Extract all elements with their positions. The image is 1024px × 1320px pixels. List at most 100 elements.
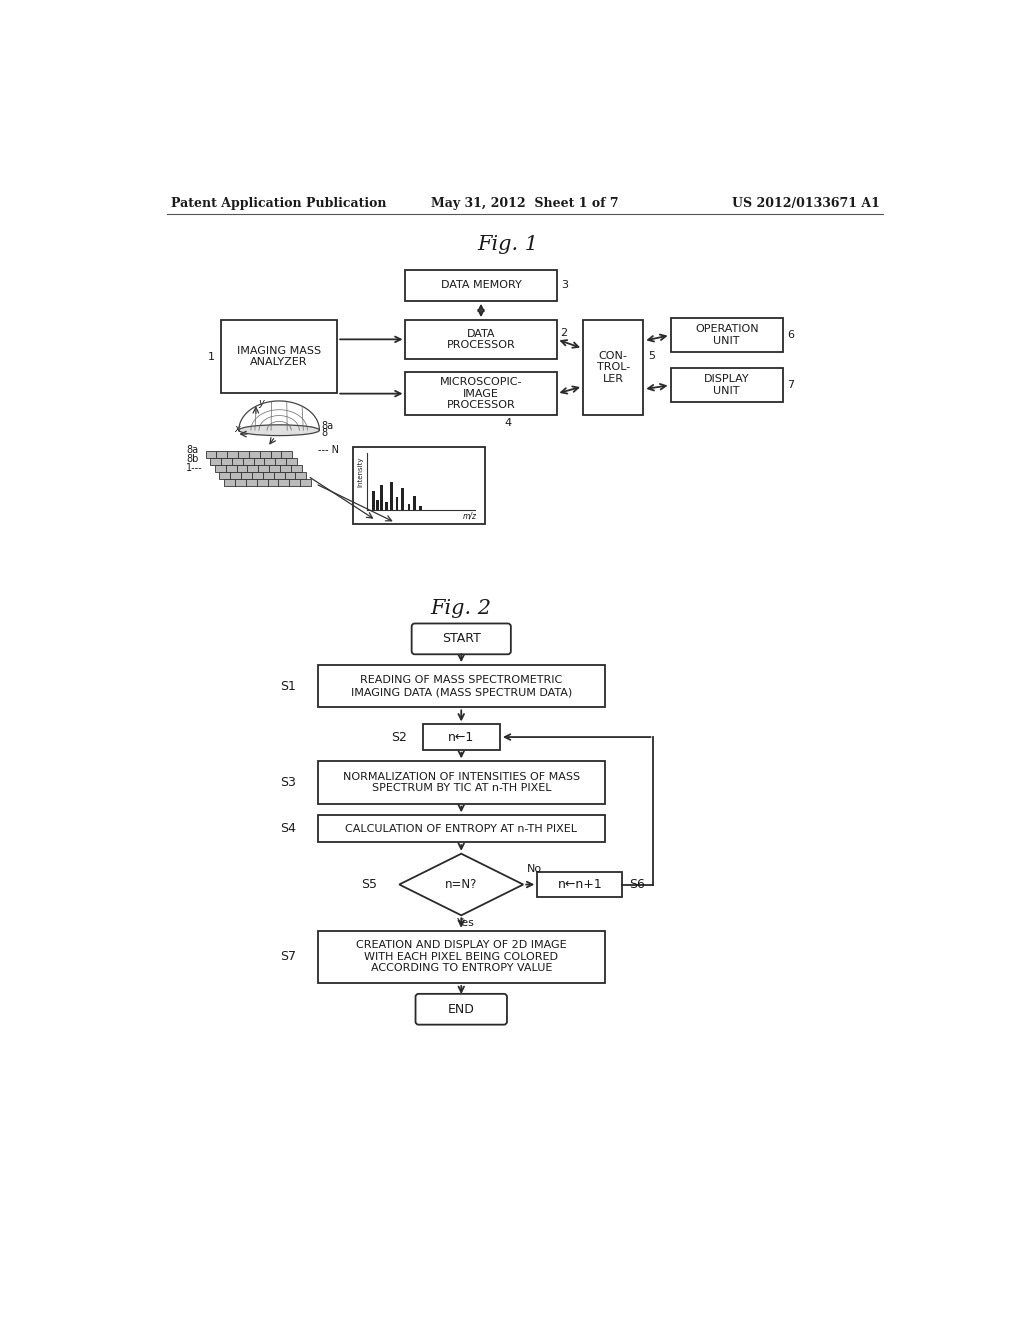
Polygon shape — [267, 479, 279, 486]
Text: 5: 5 — [648, 351, 655, 360]
Text: READING OF MASS SPECTROMETRIC
IMAGING DATA (MASS SPECTRUM DATA): READING OF MASS SPECTROMETRIC IMAGING DA… — [350, 676, 571, 697]
Polygon shape — [238, 451, 249, 458]
Polygon shape — [248, 465, 258, 471]
Text: DATA MEMORY: DATA MEMORY — [440, 280, 521, 290]
Text: --- N: --- N — [317, 445, 339, 455]
Polygon shape — [237, 465, 248, 471]
Bar — [395, 498, 398, 511]
Text: CON-
TROL-
LER: CON- TROL- LER — [597, 351, 630, 384]
Text: 1: 1 — [208, 351, 215, 362]
Bar — [376, 500, 379, 511]
Polygon shape — [210, 458, 221, 465]
Text: S6: S6 — [629, 878, 644, 891]
Polygon shape — [273, 471, 285, 479]
Text: CALCULATION OF ENTROPY AT n-TH PIXEL: CALCULATION OF ENTROPY AT n-TH PIXEL — [345, 824, 578, 834]
Polygon shape — [282, 451, 292, 458]
Polygon shape — [280, 465, 291, 471]
Text: 2: 2 — [560, 329, 567, 338]
Text: 8a: 8a — [186, 445, 199, 455]
Polygon shape — [219, 471, 230, 479]
Polygon shape — [295, 471, 306, 479]
Text: m/z: m/z — [463, 512, 477, 521]
Polygon shape — [260, 451, 270, 458]
Polygon shape — [224, 479, 234, 486]
Bar — [406, 372, 557, 414]
Ellipse shape — [239, 425, 319, 436]
Text: 4: 4 — [504, 417, 511, 428]
Bar — [408, 504, 411, 511]
Polygon shape — [275, 458, 286, 465]
Bar — [538, 871, 623, 898]
Bar — [390, 482, 393, 511]
Bar — [406, 321, 557, 359]
Bar — [317, 762, 604, 804]
Polygon shape — [286, 458, 297, 465]
Bar — [413, 495, 416, 511]
Text: 7: 7 — [787, 380, 795, 391]
Text: NORMALIZATION OF INTENSITIES OF MASS
SPECTRUM BY TIC AT n-TH PIXEL: NORMALIZATION OF INTENSITIES OF MASS SPE… — [343, 772, 580, 793]
Polygon shape — [215, 465, 225, 471]
Polygon shape — [258, 465, 269, 471]
Text: 8b: 8b — [186, 454, 199, 463]
Text: Fig. 1: Fig. 1 — [477, 235, 539, 255]
Text: START: START — [441, 632, 480, 645]
Bar — [671, 368, 783, 403]
Text: IMAGING MASS
ANALYZER: IMAGING MASS ANALYZER — [238, 346, 322, 367]
Polygon shape — [249, 451, 260, 458]
Bar — [352, 447, 484, 524]
Polygon shape — [241, 471, 252, 479]
Polygon shape — [279, 479, 289, 486]
Polygon shape — [230, 471, 241, 479]
Bar — [671, 318, 783, 352]
Text: 3: 3 — [561, 280, 568, 290]
Polygon shape — [270, 451, 282, 458]
Text: OPERATION
UNIT: OPERATION UNIT — [695, 325, 759, 346]
Text: n←n+1: n←n+1 — [557, 878, 602, 891]
Bar — [317, 816, 604, 842]
Polygon shape — [234, 479, 246, 486]
Polygon shape — [225, 465, 237, 471]
Text: 1---: 1--- — [186, 463, 203, 473]
Bar — [317, 931, 604, 983]
Bar — [372, 491, 375, 511]
Polygon shape — [263, 471, 273, 479]
Text: S5: S5 — [361, 878, 378, 891]
Text: n←1: n←1 — [449, 730, 474, 743]
Polygon shape — [269, 465, 280, 471]
Polygon shape — [254, 458, 264, 465]
Text: x: x — [234, 424, 240, 434]
Polygon shape — [257, 479, 267, 486]
Text: y: y — [258, 397, 264, 408]
Bar — [423, 725, 500, 750]
Bar — [380, 484, 383, 511]
Bar — [401, 488, 403, 511]
Polygon shape — [246, 479, 257, 486]
Text: Intensity: Intensity — [357, 457, 364, 487]
Polygon shape — [206, 451, 216, 458]
Text: S4: S4 — [281, 822, 296, 836]
Polygon shape — [291, 465, 302, 471]
Text: CREATION AND DISPLAY OF 2D IMAGE
WITH EACH PIXEL BEING COLORED
ACCORDING TO ENTR: CREATION AND DISPLAY OF 2D IMAGE WITH EA… — [356, 940, 566, 973]
Text: 8a: 8a — [322, 421, 334, 430]
Polygon shape — [264, 458, 275, 465]
Text: S3: S3 — [281, 776, 296, 789]
Text: DATA
PROCESSOR: DATA PROCESSOR — [446, 329, 515, 350]
Polygon shape — [231, 458, 243, 465]
Text: S2: S2 — [391, 730, 407, 743]
Text: Fig. 2: Fig. 2 — [431, 599, 492, 618]
Polygon shape — [221, 458, 231, 465]
Text: May 31, 2012  Sheet 1 of 7: May 31, 2012 Sheet 1 of 7 — [431, 197, 618, 210]
Text: 6: 6 — [787, 330, 795, 341]
FancyBboxPatch shape — [412, 623, 511, 655]
Polygon shape — [243, 458, 254, 465]
Text: n=N?: n=N? — [445, 878, 477, 891]
Text: No: No — [527, 865, 543, 874]
Bar — [420, 506, 422, 511]
Bar — [221, 321, 337, 393]
Polygon shape — [252, 471, 263, 479]
Text: S7: S7 — [281, 950, 296, 964]
Polygon shape — [216, 451, 227, 458]
Polygon shape — [227, 451, 238, 458]
Text: Yes: Yes — [458, 917, 475, 928]
Text: 8: 8 — [322, 429, 328, 438]
